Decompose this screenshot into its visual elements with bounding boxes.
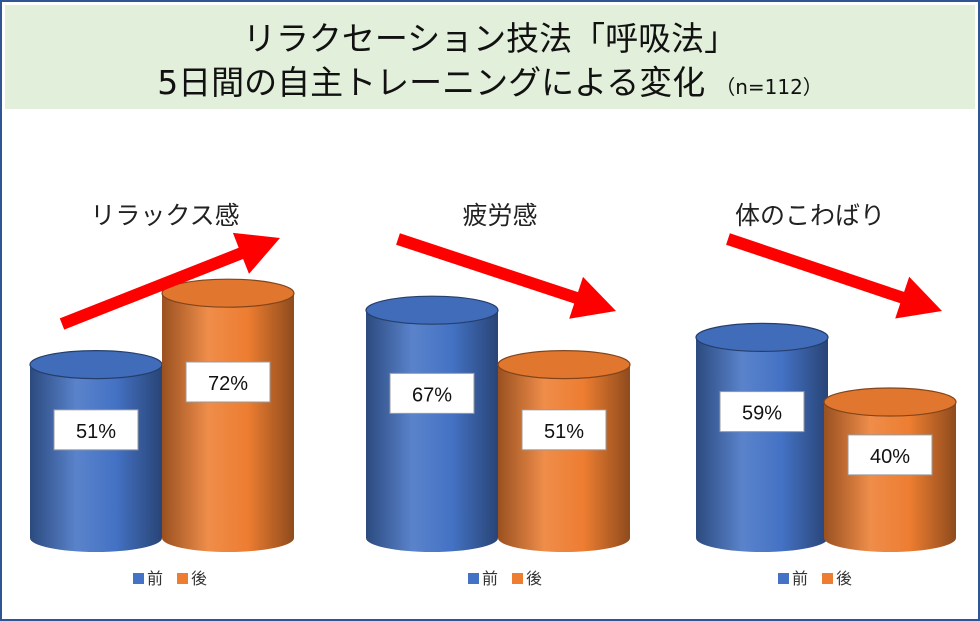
data-label: 59%: [719, 391, 805, 433]
data-label-text: 51%: [76, 421, 116, 443]
bar-before-top: [30, 350, 162, 379]
data-label-text: 67%: [412, 384, 452, 406]
legend: 前後: [468, 570, 542, 588]
bar-before-body: [30, 364, 162, 552]
data-label: 51%: [53, 409, 139, 451]
chart-group-3: 体のこわばり59%40%前後: [695, 202, 957, 588]
bar-after-body: [824, 402, 956, 552]
data-label-box: [389, 372, 475, 414]
trend-down-arrow: [726, 233, 942, 319]
bar-after: [497, 350, 631, 552]
bar-before-body: [696, 337, 828, 552]
chart-title-line1: リラクセーション技法「呼吸法」: [242, 19, 738, 58]
data-label-box: [719, 391, 805, 433]
bar-after-top: [498, 350, 630, 379]
bar-before-top-rim: [365, 295, 499, 325]
chart-subtitle: リラックス感: [90, 202, 239, 230]
chart-subtitle: 疲労感: [462, 202, 537, 230]
legend-label: 前: [482, 570, 498, 588]
data-label-box: [185, 361, 271, 403]
data-label-text: 72%: [208, 373, 248, 395]
legend-swatch: [133, 573, 144, 584]
bar-after-body: [162, 293, 294, 552]
legend-label: 後: [191, 570, 207, 588]
sample-size: （n=112）: [715, 75, 823, 99]
title-band: リラクセーション技法「呼吸法」 5日間の自主トレーニングによる変化 （n=112）: [5, 5, 975, 109]
bar-before-top-rim: [695, 322, 829, 352]
bar-before: [695, 322, 829, 552]
bar-after-top: [162, 279, 294, 308]
legend-label: 前: [147, 570, 163, 588]
bar-before-top: [696, 323, 828, 352]
legend-label: 後: [526, 570, 542, 588]
data-label-box: [847, 434, 933, 476]
legend-label: 前: [792, 570, 808, 588]
chart-group-2: 疲労感67%51%前後: [365, 202, 631, 588]
legend-swatch: [778, 573, 789, 584]
bar-after-top-rim: [161, 278, 295, 308]
chart-title-line2: 5日間の自主トレーニングによる変化 （n=112）: [5, 63, 975, 107]
bar-after: [161, 278, 295, 552]
data-label: 67%: [389, 372, 475, 414]
data-label-box: [53, 409, 139, 451]
legend-swatch: [177, 573, 188, 584]
chart-group-1: リラックス感51%72%前後: [29, 202, 295, 588]
bar-after-top: [824, 388, 956, 416]
data-label-text: 40%: [870, 446, 910, 468]
legend-label: 後: [836, 570, 852, 588]
data-label: 51%: [521, 409, 607, 451]
trend-up-arrow: [59, 232, 280, 330]
trend-down-arrow: [396, 233, 616, 319]
legend-swatch: [468, 573, 479, 584]
chart-subtitle: 体のこわばり: [735, 202, 885, 230]
legend: 前後: [133, 570, 207, 588]
chart-title-main: 5日間の自主トレーニングによる変化: [157, 63, 706, 102]
data-label-box: [521, 409, 607, 451]
data-label: 72%: [185, 361, 271, 403]
bar-before-top: [366, 296, 498, 325]
data-label: 40%: [847, 434, 933, 476]
bar-before: [365, 295, 499, 552]
bar-before: [29, 350, 163, 552]
data-label-text: 51%: [544, 421, 584, 443]
data-label-text: 59%: [742, 403, 782, 425]
bar-after-top-rim: [823, 387, 957, 417]
bar-before-body: [366, 310, 498, 552]
bar-after-body: [498, 364, 630, 552]
legend: 前後: [778, 570, 852, 588]
legend-swatch: [512, 573, 523, 584]
legend-swatch: [822, 573, 833, 584]
bar-after-top-rim: [497, 350, 631, 380]
